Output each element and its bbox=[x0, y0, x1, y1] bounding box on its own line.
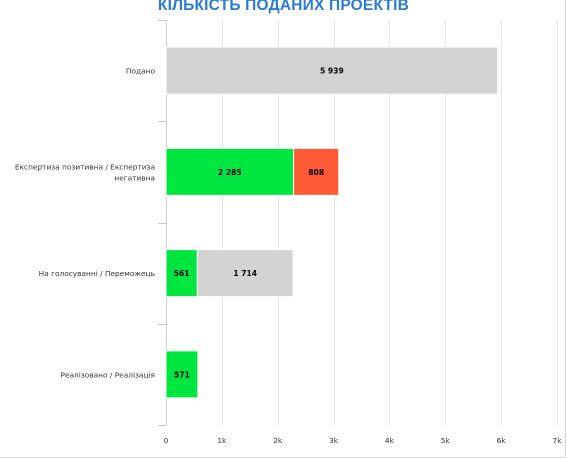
bar-segment bbox=[293, 147, 340, 196]
category-label: Реалізовано / Реалізація bbox=[61, 370, 156, 379]
x-tick-label: 7k bbox=[553, 436, 563, 445]
x-tick-label: 6k bbox=[497, 436, 507, 445]
category-labels: Подано Експертиза позитивна / Експертиза н… bbox=[15, 67, 156, 380]
data-label: 2 285 bbox=[218, 168, 242, 177]
x-axis-ticks: 0 1k 2k 3k 4k 5k 6k 7k bbox=[164, 436, 563, 445]
data-label: 561 bbox=[174, 269, 190, 278]
category-label: негативна bbox=[114, 173, 155, 182]
bar-segment bbox=[165, 350, 199, 399]
data-label: 571 bbox=[174, 370, 190, 379]
x-tick-label: 1k bbox=[217, 436, 227, 445]
data-label: 808 bbox=[308, 168, 324, 177]
category-label: На голосуванні / Переможець bbox=[39, 269, 155, 278]
x-tick-label: 5k bbox=[441, 436, 451, 445]
bar-segment bbox=[165, 249, 198, 298]
data-labels: 5 939 2 285 808 561 1 714 571 bbox=[174, 67, 344, 380]
data-label: 1 714 bbox=[233, 269, 257, 278]
chart-title: КІЛЬКІСТЬ ПОДАНИХ ПРОЕКТІВ bbox=[157, 0, 410, 14]
data-label: 5 939 bbox=[320, 67, 344, 76]
bar-segment bbox=[196, 249, 294, 298]
bar-segment bbox=[165, 46, 499, 95]
category-label: Подано bbox=[126, 67, 156, 76]
bars bbox=[165, 46, 499, 399]
category-label: Експертиза позитивна / Експертиза bbox=[15, 162, 155, 171]
x-tick-label: 4k bbox=[385, 436, 395, 445]
x-tick-label: 2k bbox=[273, 436, 283, 445]
x-tick-label: 3k bbox=[329, 436, 339, 445]
x-tick-label: 0 bbox=[164, 436, 169, 445]
